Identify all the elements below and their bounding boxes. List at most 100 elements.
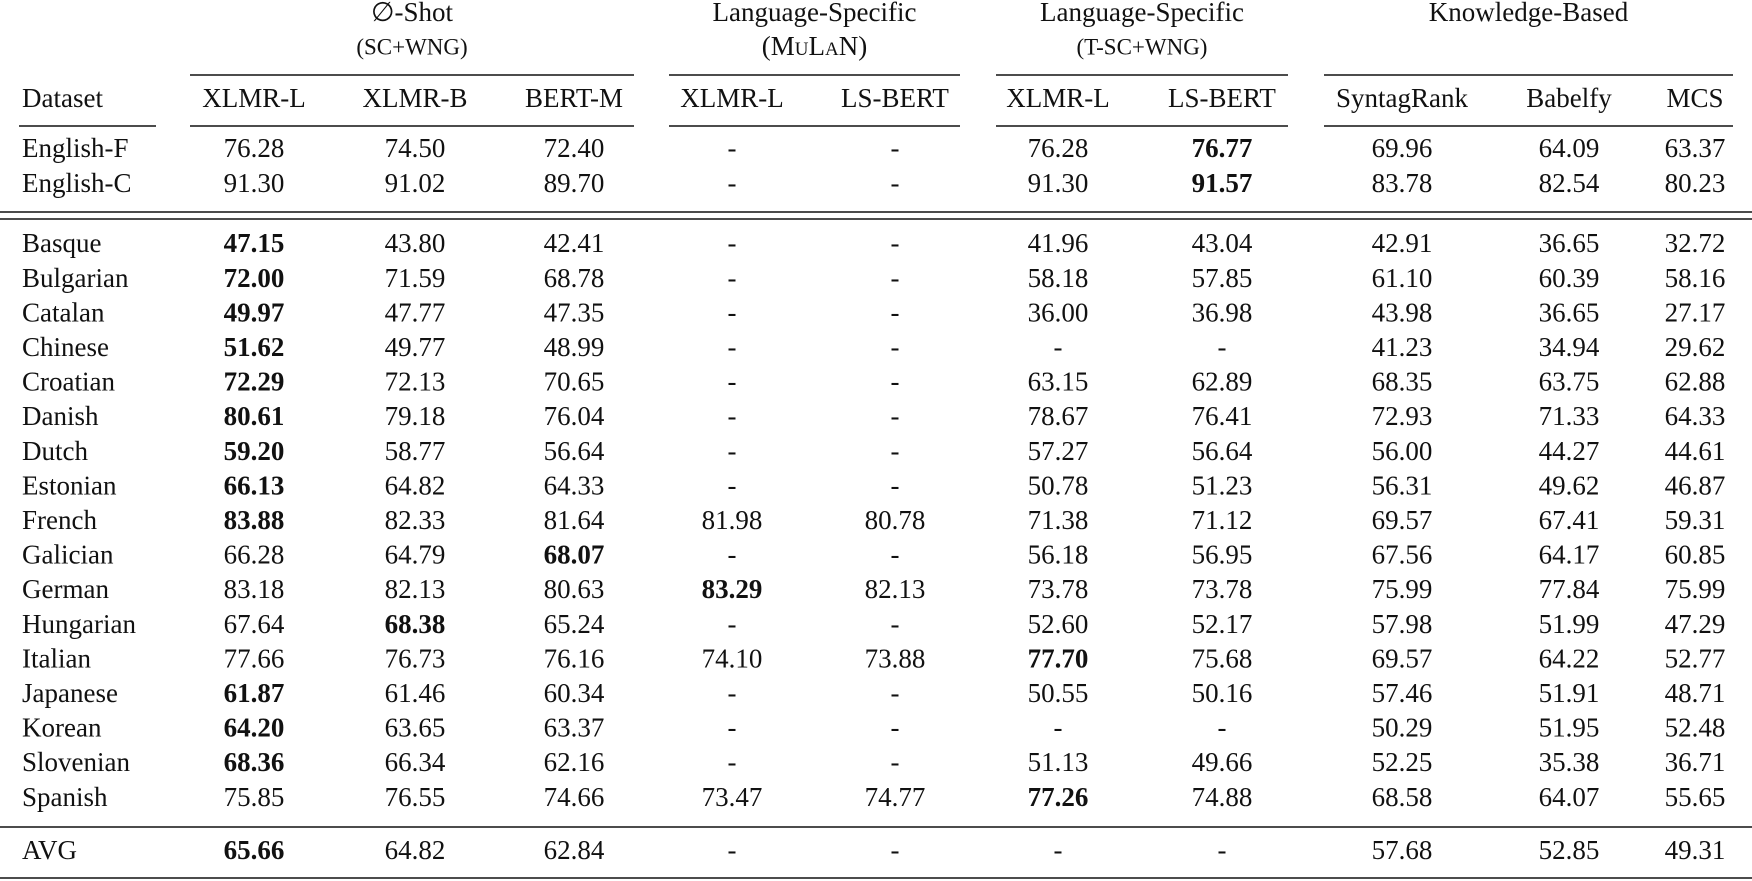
cell: 36.65	[1539, 228, 1600, 258]
cell: 49.62	[1539, 470, 1600, 500]
cell: 50.78	[1028, 470, 1089, 500]
cell: 58.16	[1665, 263, 1726, 293]
cell: -	[728, 678, 737, 708]
cell: 68.78	[544, 263, 605, 293]
cell: 76.28	[1028, 133, 1089, 163]
cell: 59.20	[224, 436, 285, 466]
cell: 76.16	[544, 643, 605, 673]
cell: 58.18	[1028, 263, 1089, 293]
column-header: LS-BERT	[1168, 83, 1276, 113]
cell: 63.37	[1665, 133, 1726, 163]
cell: 57.46	[1372, 678, 1433, 708]
column-header: SyntagRank	[1336, 83, 1468, 113]
cell: 51.99	[1539, 609, 1600, 639]
cell: 56.64	[544, 436, 605, 466]
cell: 80.78	[865, 505, 926, 535]
cell: 76.41	[1192, 401, 1253, 431]
cell: 50.55	[1028, 678, 1089, 708]
cell: 51.95	[1539, 713, 1600, 743]
cell: 72.40	[544, 133, 605, 163]
cell: 63.15	[1028, 367, 1089, 397]
cell: 60.34	[544, 678, 605, 708]
cell: -	[728, 470, 737, 500]
cell: 62.16	[544, 747, 605, 777]
cell: 71.33	[1539, 401, 1600, 431]
group-subtitle: (T-SC+WNG)	[1077, 34, 1208, 59]
row-label: Catalan	[22, 297, 105, 327]
cell: 35.38	[1539, 747, 1600, 777]
cell: 55.65	[1665, 782, 1726, 812]
cell: 74.50	[385, 133, 446, 163]
column-header: Dataset	[22, 83, 103, 113]
cell: 68.07	[544, 540, 605, 570]
cell: -	[891, 835, 900, 865]
cell: 72.93	[1372, 401, 1433, 431]
cell: -	[891, 133, 900, 163]
cell: 36.00	[1028, 297, 1089, 327]
cell: 79.18	[385, 401, 446, 431]
group-subtitle: (SC+WNG)	[356, 34, 467, 59]
cell: 91.02	[385, 168, 446, 198]
cell: 43.80	[385, 228, 446, 258]
cell: 76.77	[1192, 133, 1253, 163]
column-header: MCS	[1666, 83, 1723, 113]
row-label: Estonian	[22, 470, 117, 500]
cell: 64.33	[544, 470, 605, 500]
cell: 47.77	[385, 297, 446, 327]
cell: 59.31	[1665, 505, 1726, 535]
cell: 80.23	[1665, 168, 1726, 198]
cell: 72.29	[224, 367, 285, 397]
cell: 62.88	[1665, 367, 1726, 397]
cell: -	[1054, 332, 1063, 362]
row-label: Croatian	[22, 367, 115, 397]
cell: 68.35	[1372, 367, 1433, 397]
cell: 65.66	[224, 835, 285, 865]
cell: 80.63	[544, 574, 605, 604]
cell: -	[891, 332, 900, 362]
cell: 51.91	[1539, 678, 1600, 708]
cell: -	[891, 168, 900, 198]
cell: -	[891, 401, 900, 431]
cell: 64.20	[224, 713, 285, 743]
cell: 56.95	[1192, 540, 1253, 570]
cell: -	[1218, 332, 1227, 362]
cell: 48.71	[1665, 678, 1726, 708]
cell: 66.34	[385, 747, 446, 777]
column-header: XLMR-B	[362, 83, 467, 113]
row-label: Danish	[22, 401, 99, 431]
cell: 77.70	[1028, 643, 1089, 673]
column-header: Babelfy	[1526, 83, 1612, 113]
cell: 73.78	[1192, 574, 1253, 604]
cell: 77.66	[224, 643, 285, 673]
cell: -	[891, 263, 900, 293]
cell: 69.57	[1372, 643, 1433, 673]
group-title: Language-Specific	[713, 0, 917, 27]
cell: 70.65	[544, 367, 605, 397]
cell: -	[891, 228, 900, 258]
cell: 80.61	[224, 401, 285, 431]
cell: 71.59	[385, 263, 446, 293]
cell: 83.18	[224, 574, 285, 604]
row-label: English-F	[22, 133, 129, 163]
cell: 29.62	[1665, 332, 1726, 362]
cell: 47.15	[224, 228, 285, 258]
cell: 75.99	[1665, 574, 1726, 604]
cell: 73.47	[702, 782, 763, 812]
cell: -	[728, 713, 737, 743]
group-title: Language-Specific	[1040, 0, 1244, 27]
cell: 81.64	[544, 505, 605, 535]
cell: 82.54	[1539, 168, 1600, 198]
cell: 60.85	[1665, 540, 1726, 570]
cell: 61.10	[1372, 263, 1433, 293]
cell: 64.33	[1665, 401, 1726, 431]
group-title: Knowledge-Based	[1429, 0, 1629, 27]
column-header: XLMR-L	[680, 83, 784, 113]
cell: 58.77	[385, 436, 446, 466]
cell: -	[891, 297, 900, 327]
cell: 77.84	[1539, 574, 1600, 604]
cell: 91.57	[1192, 168, 1253, 198]
cell: -	[891, 367, 900, 397]
cell: -	[728, 263, 737, 293]
cell: -	[728, 133, 737, 163]
cell: 73.78	[1028, 574, 1089, 604]
